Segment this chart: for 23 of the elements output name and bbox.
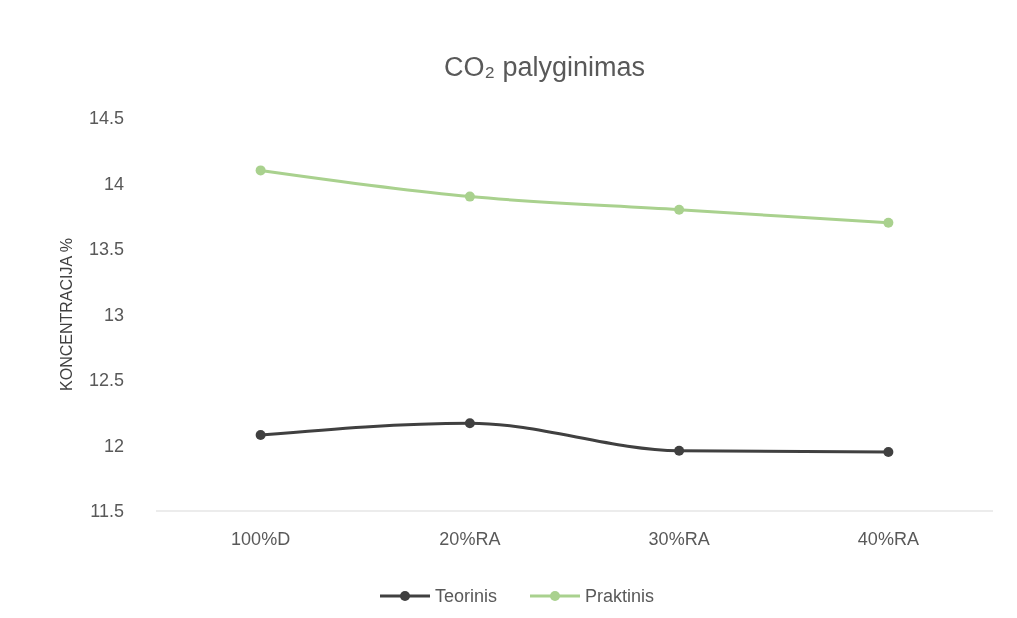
y-tick-label: 13.5 (88, 239, 124, 260)
chart-title: CO₂ palyginimas (443, 52, 646, 82)
y-tick-label: 14.5 (88, 108, 124, 129)
point (674, 204, 685, 215)
point (464, 191, 475, 202)
y-tick-label: 11.5 (90, 501, 124, 522)
point (255, 430, 266, 441)
point (255, 165, 266, 176)
y-axis-title: KONCENTRACIJA % (58, 238, 75, 391)
y-tick-label: 12 (103, 435, 124, 456)
point (883, 447, 894, 458)
x-tick-label: 40%RA (857, 529, 919, 549)
y-tick-label: 13 (103, 304, 124, 325)
x-tick-label: 20%RA (439, 529, 501, 549)
x-tick-label: 100%D (231, 529, 291, 549)
point (883, 217, 894, 228)
point (674, 445, 685, 456)
legend-label: Praktinis (585, 586, 655, 607)
legend-label: Teorinis (435, 586, 498, 607)
point (464, 418, 475, 429)
y-tick-label: 14 (103, 173, 124, 194)
y-tick-label: 12.5 (88, 370, 124, 391)
x-tick-label: 30%RA (648, 529, 710, 549)
